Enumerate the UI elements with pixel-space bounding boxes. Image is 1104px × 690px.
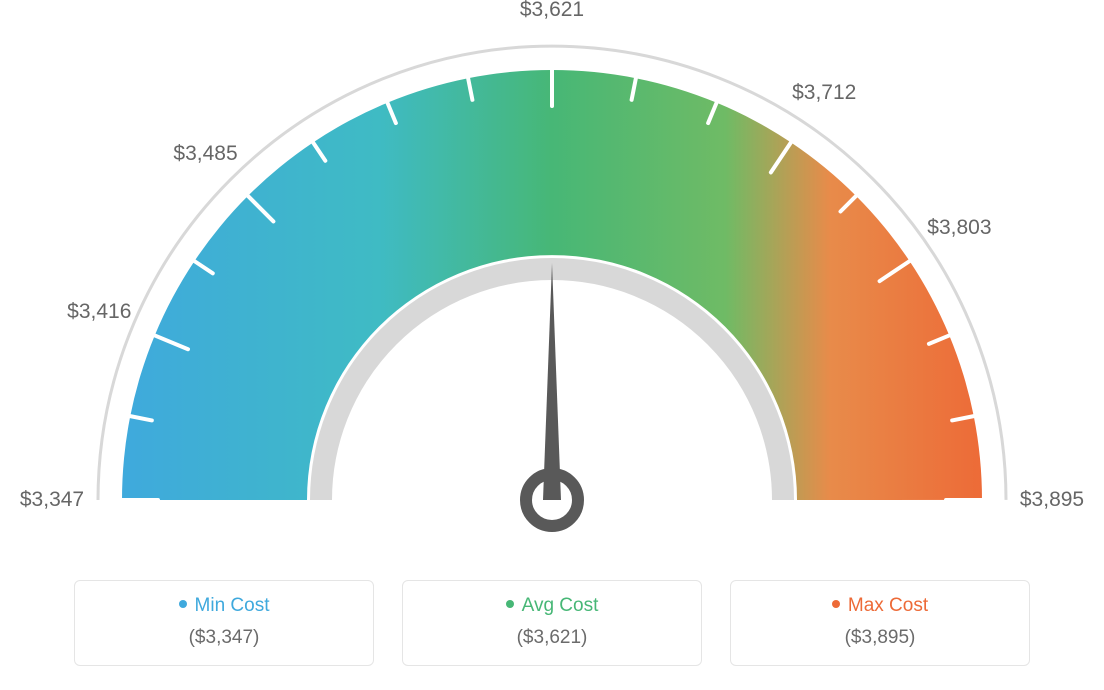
gauge-svg bbox=[0, 0, 1104, 560]
legend-title-min: Min Cost bbox=[93, 595, 355, 617]
gauge-tick-label: $3,895 bbox=[1020, 488, 1084, 512]
gauge-tick-label: $3,621 bbox=[520, 0, 584, 22]
legend-title-max: Max Cost bbox=[749, 595, 1011, 617]
gauge-chart: $3,347 $3,416 $3,485 $3,621 $3,712 $3,803 $3,8… bbox=[0, 0, 1104, 560]
legend-label-max: Max Cost bbox=[848, 595, 928, 616]
gauge-tick-label: $3,712 bbox=[792, 81, 856, 105]
legend-value-max: ($3,895) bbox=[749, 627, 1011, 649]
legend-label-avg: Avg Cost bbox=[522, 595, 599, 616]
gauge-tick-label: $3,485 bbox=[173, 142, 237, 166]
gauge-tick-label: $3,347 bbox=[20, 488, 84, 512]
legend-label-min: Min Cost bbox=[195, 595, 270, 616]
legend-card-avg: Avg Cost ($3,621) bbox=[402, 580, 702, 666]
legend-title-avg: Avg Cost bbox=[421, 595, 683, 617]
gauge-tick-label: $3,803 bbox=[927, 216, 991, 240]
legend-card-min: Min Cost ($3,347) bbox=[74, 580, 374, 666]
legend-dot-max bbox=[832, 600, 840, 608]
legend-row: Min Cost ($3,347) Avg Cost ($3,621) Max … bbox=[0, 580, 1104, 666]
legend-dot-avg bbox=[506, 600, 514, 608]
gauge-tick-label: $3,416 bbox=[67, 300, 131, 324]
legend-value-avg: ($3,621) bbox=[421, 627, 683, 649]
legend-value-min: ($3,347) bbox=[93, 627, 355, 649]
legend-dot-min bbox=[179, 600, 187, 608]
legend-card-max: Max Cost ($3,895) bbox=[730, 580, 1030, 666]
